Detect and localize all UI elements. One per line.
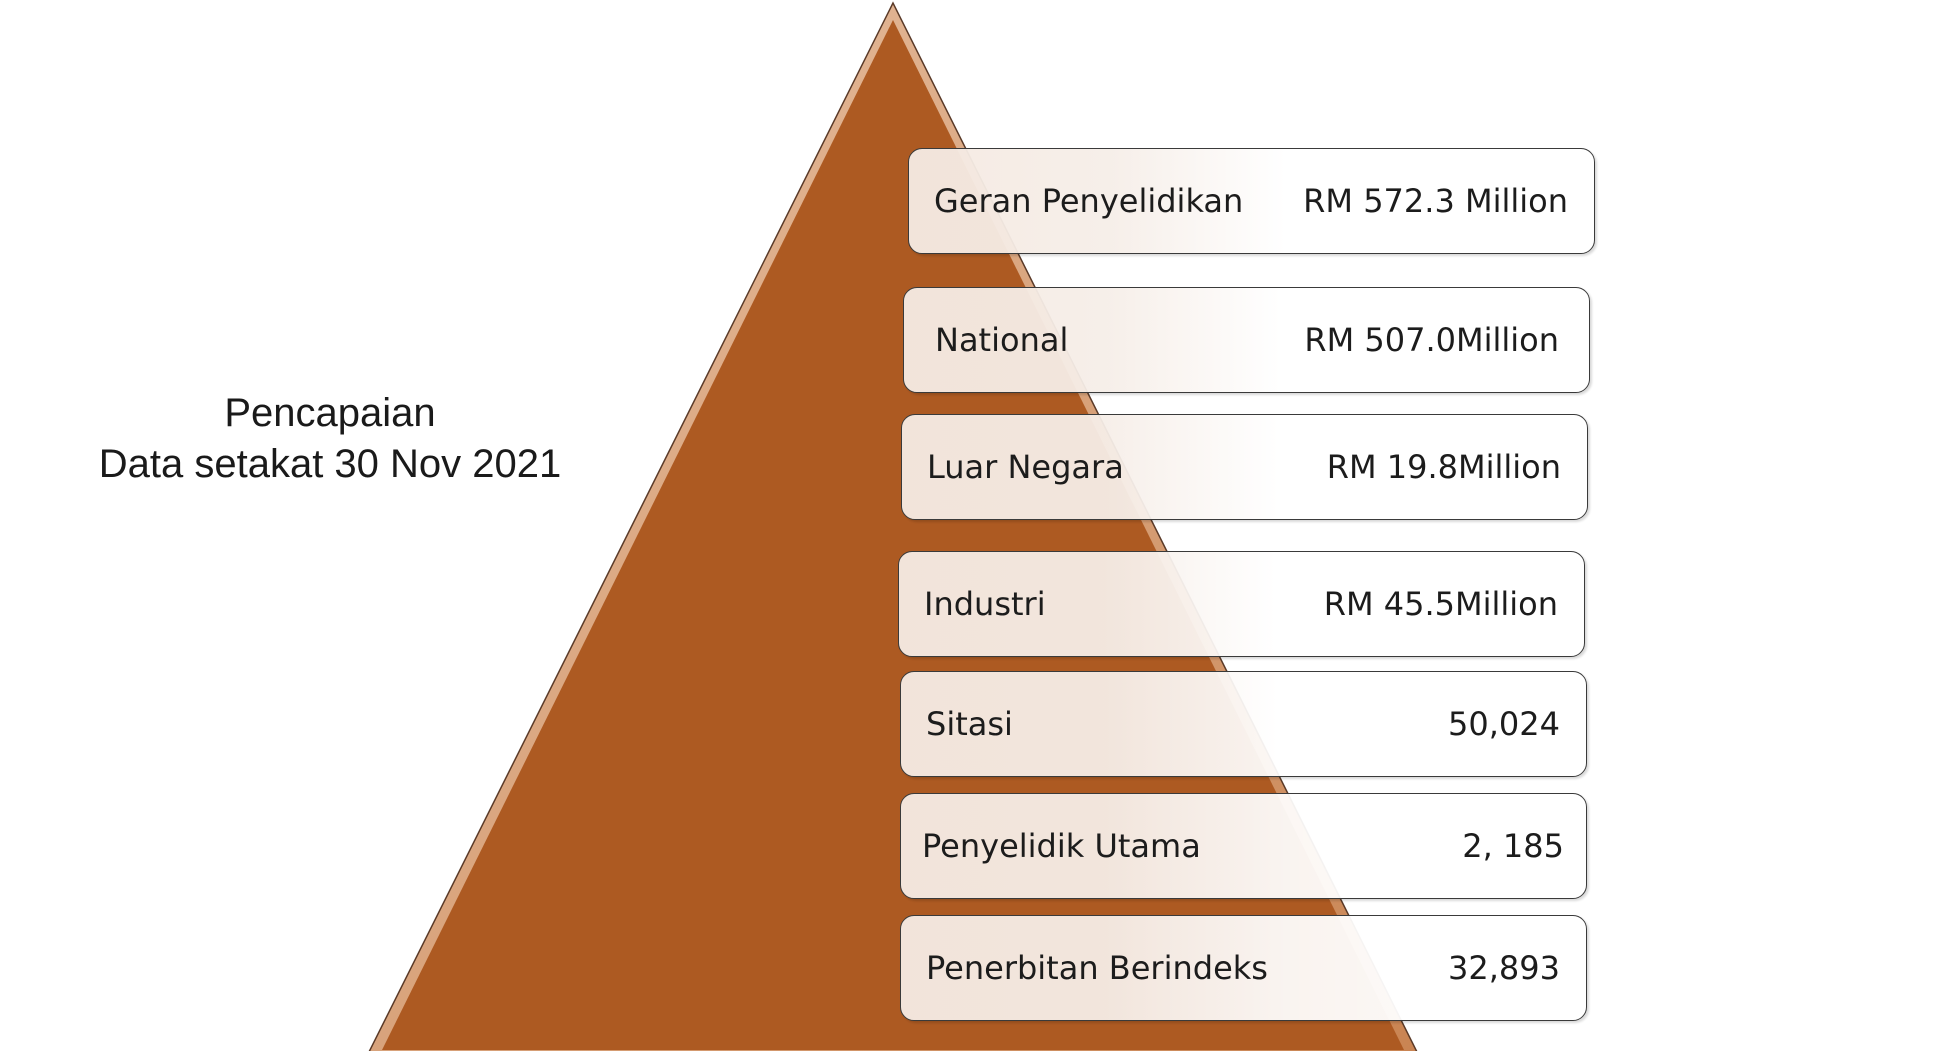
row-penerbitan-berindeks: Penerbitan Berindeks 32,893 (900, 915, 1587, 1021)
row-value: 32,893 (1448, 949, 1560, 987)
row-luar-negara: Luar Negara RM 19.8Million (901, 414, 1588, 520)
row-value: RM 45.5Million (1323, 585, 1558, 623)
row-penyelidik-utama: Penyelidik Utama 2, 185 (900, 793, 1587, 899)
row-label: Penerbitan Berindeks (926, 949, 1268, 987)
diagram-title: Pencapaian Data setakat 30 Nov 2021 (60, 388, 600, 490)
pyramid-fill (382, 20, 1404, 1050)
row-sitasi: Sitasi 50,024 (900, 671, 1587, 777)
row-label: Sitasi (926, 705, 1013, 743)
title-line-1: Pencapaian (224, 391, 436, 435)
row-value: RM 507.0Million (1304, 321, 1559, 359)
row-label: Industri (924, 585, 1046, 623)
row-value: 50,024 (1448, 705, 1560, 743)
row-value: 2, 185 (1462, 827, 1564, 865)
row-geran-penyelidikan: Geran Penyelidikan RM 572.3 Million (908, 148, 1595, 254)
title-line-2: Data setakat 30 Nov 2021 (98, 442, 562, 486)
row-value: RM 572.3 Million (1303, 182, 1568, 220)
row-label: Luar Negara (927, 448, 1124, 486)
row-national: National RM 507.0Million (903, 287, 1590, 393)
row-label: Penyelidik Utama (922, 827, 1201, 865)
row-label: National (935, 321, 1069, 359)
row-value: RM 19.8Million (1326, 448, 1561, 486)
row-industri: Industri RM 45.5Million (898, 551, 1585, 657)
row-label: Geran Penyelidikan (934, 182, 1244, 220)
